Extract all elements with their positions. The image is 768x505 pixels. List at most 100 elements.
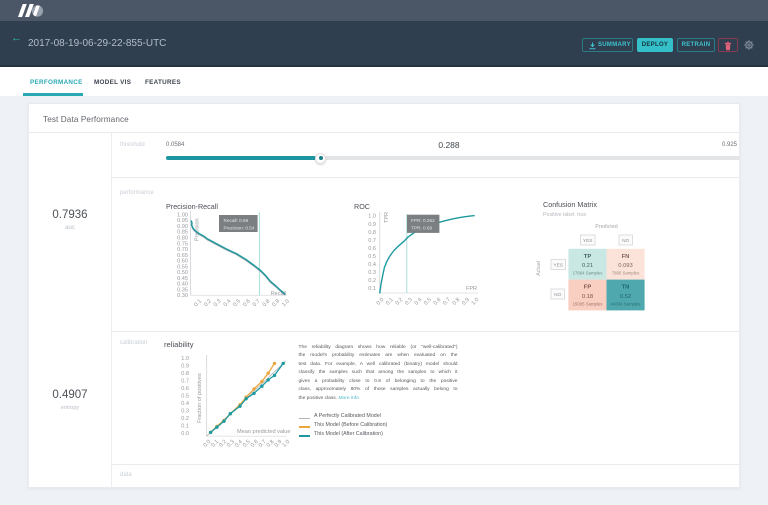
- svg-text:0.6: 0.6: [242, 298, 252, 308]
- svg-text:0.3: 0.3: [213, 298, 223, 308]
- svg-text:0.1: 0.1: [368, 286, 376, 292]
- svg-text:0.2: 0.2: [218, 439, 228, 449]
- svg-text:0.6: 0.6: [250, 439, 260, 449]
- svg-text:0.7: 0.7: [258, 439, 268, 449]
- svg-text:Actual: Actual: [536, 261, 542, 276]
- svg-text:0.7: 0.7: [368, 238, 376, 244]
- svg-text:0.0: 0.0: [376, 297, 386, 307]
- svg-text:0.9: 0.9: [274, 439, 284, 449]
- svg-text:0.2: 0.2: [395, 297, 405, 307]
- svg-text:0.6: 0.6: [368, 246, 376, 252]
- svg-text:15005 Samples: 15005 Samples: [573, 301, 603, 306]
- svg-text:0.35: 0.35: [177, 287, 188, 293]
- svg-text:0.80: 0.80: [177, 236, 188, 242]
- svg-text:0.093: 0.093: [618, 263, 633, 269]
- svg-text:FPR: 0.262: FPR: 0.262: [411, 218, 435, 223]
- svg-text:0.1: 0.1: [193, 298, 203, 308]
- svg-text:TN: TN: [622, 285, 630, 291]
- svg-text:0.6: 0.6: [433, 297, 443, 307]
- svg-text:0.95: 0.95: [177, 218, 188, 224]
- svg-text:0.3: 0.3: [181, 409, 189, 415]
- svg-text:1.00: 1.00: [177, 212, 188, 218]
- svg-text:NO: NO: [554, 292, 561, 298]
- svg-text:0.2: 0.2: [203, 298, 213, 308]
- svg-text:0.60: 0.60: [177, 259, 188, 265]
- svg-text:0.65: 0.65: [177, 253, 188, 259]
- svg-text:0.2: 0.2: [181, 416, 189, 422]
- svg-text:0.2: 0.2: [368, 278, 376, 284]
- svg-text:FN: FN: [622, 254, 630, 260]
- svg-text:TPR: 0.69: TPR: 0.69: [411, 226, 432, 231]
- svg-text:0.8: 0.8: [262, 298, 272, 308]
- svg-text:0.9: 0.9: [271, 298, 281, 308]
- svg-text:0.5: 0.5: [181, 394, 189, 400]
- svg-text:0.9: 0.9: [461, 297, 471, 307]
- svg-text:0.0: 0.0: [203, 439, 213, 449]
- svg-text:Precision: 0.54: Precision: 0.54: [224, 226, 255, 231]
- svg-text:0.30: 0.30: [177, 293, 188, 299]
- svg-text:0.4: 0.4: [181, 401, 189, 407]
- svg-text:0.5: 0.5: [368, 254, 376, 260]
- svg-text:Recall: Recall: [271, 291, 286, 297]
- svg-text:0.8: 0.8: [266, 439, 276, 449]
- svg-text:Mean predicted value: Mean predicted value: [237, 429, 291, 435]
- svg-text:0.50: 0.50: [177, 270, 188, 276]
- svg-text:0.75: 0.75: [177, 241, 188, 247]
- svg-text:0.3: 0.3: [404, 297, 414, 307]
- svg-text:YES: YES: [583, 238, 593, 244]
- svg-text:0.4: 0.4: [223, 298, 233, 308]
- svg-text:0.0: 0.0: [181, 431, 189, 437]
- svg-text:0.85: 0.85: [177, 230, 188, 236]
- svg-text:Confusion Matrix: Confusion Matrix: [543, 200, 597, 209]
- svg-text:Predicted: Predicted: [595, 224, 617, 230]
- svg-text:0.18: 0.18: [582, 294, 593, 300]
- svg-text:0.90: 0.90: [177, 224, 188, 230]
- svg-text:YES: YES: [553, 263, 563, 269]
- svg-text:TPR: TPR: [384, 212, 390, 223]
- svg-text:1.0: 1.0: [181, 356, 189, 362]
- svg-text:0.3: 0.3: [368, 270, 376, 276]
- svg-text:reliability: reliability: [164, 340, 194, 349]
- svg-text:1.0: 1.0: [281, 298, 291, 308]
- svg-text:0.70: 0.70: [177, 247, 188, 253]
- svg-text:0.55: 0.55: [177, 264, 188, 270]
- svg-text:NO: NO: [622, 238, 629, 244]
- svg-text:0.40: 0.40: [177, 282, 188, 288]
- svg-text:0.5: 0.5: [242, 439, 252, 449]
- svg-text:TP: TP: [584, 254, 592, 260]
- svg-text:0.1: 0.1: [181, 424, 189, 430]
- svg-text:0.8: 0.8: [181, 371, 189, 377]
- svg-text:0.3: 0.3: [226, 439, 236, 449]
- svg-text:0.6: 0.6: [181, 386, 189, 392]
- svg-text:0.1: 0.1: [385, 297, 395, 307]
- svg-text:Recall: 0.69: Recall: 0.69: [224, 218, 249, 223]
- svg-text:0.7: 0.7: [181, 379, 189, 385]
- svg-text:FP: FP: [584, 285, 592, 291]
- svg-text:Precision: Precision: [195, 218, 201, 241]
- svg-text:0.9: 0.9: [368, 222, 376, 228]
- svg-text:0.4: 0.4: [414, 297, 424, 307]
- svg-text:1.0: 1.0: [282, 439, 292, 449]
- svg-text:0.8: 0.8: [452, 297, 462, 307]
- svg-text:0.9: 0.9: [181, 364, 189, 370]
- svg-text:1.0: 1.0: [471, 297, 481, 307]
- svg-text:17864 Samples: 17864 Samples: [573, 271, 603, 276]
- svg-text:0.1: 0.1: [210, 439, 220, 449]
- svg-text:0.4: 0.4: [234, 439, 244, 449]
- svg-text:1.0: 1.0: [368, 214, 376, 220]
- svg-text:Positive label: true: Positive label: true: [543, 212, 586, 218]
- svg-text:0.5: 0.5: [423, 297, 433, 307]
- svg-text:44349 Samples: 44349 Samples: [611, 301, 641, 306]
- svg-text:0.7: 0.7: [252, 298, 262, 308]
- svg-text:ROC: ROC: [354, 202, 370, 211]
- svg-text:0.5: 0.5: [232, 298, 242, 308]
- svg-text:Precision-Recall: Precision-Recall: [166, 202, 218, 211]
- svg-text:0.21: 0.21: [582, 263, 593, 269]
- svg-text:7895 Samples: 7895 Samples: [612, 271, 639, 276]
- svg-text:0.4: 0.4: [368, 262, 376, 268]
- svg-text:FPR: FPR: [466, 286, 477, 292]
- svg-text:0.8: 0.8: [368, 230, 376, 236]
- svg-text:0.52: 0.52: [620, 294, 631, 300]
- svg-text:Fraction of positives: Fraction of positives: [197, 373, 203, 423]
- svg-text:0.45: 0.45: [177, 276, 188, 282]
